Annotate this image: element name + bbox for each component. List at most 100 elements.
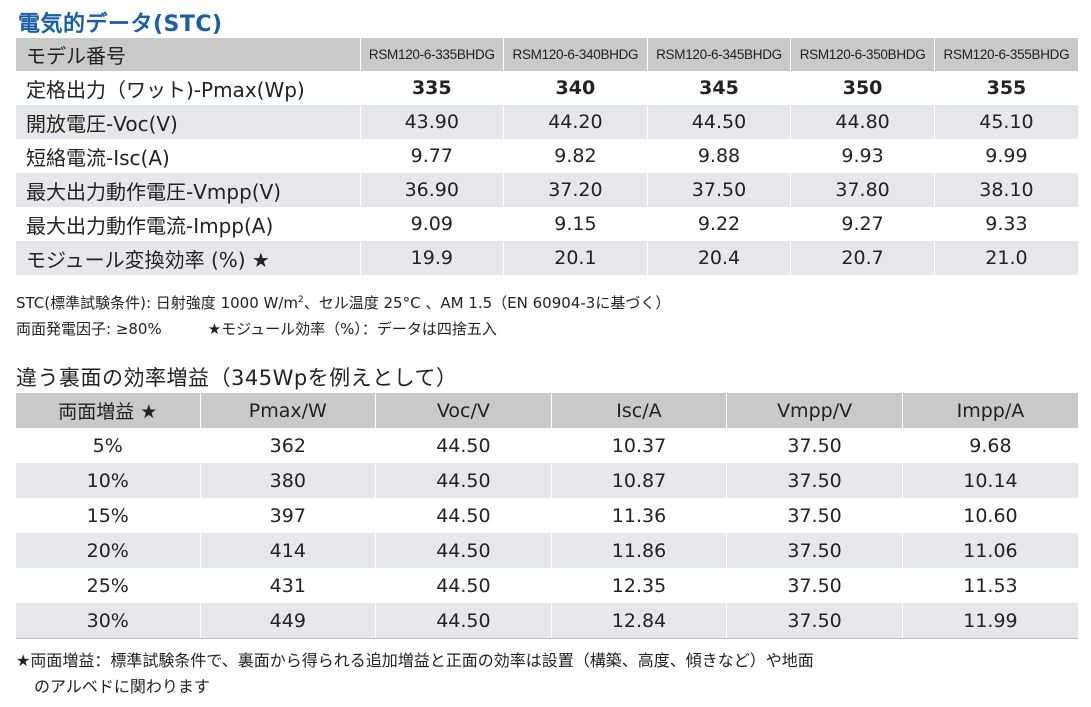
model-name: RSM120-6-350BHDG [790,38,935,71]
table-row: 15% 397 44.50 11.36 37.50 10.60 [16,498,1078,533]
table-cell: 397 [199,498,376,533]
gain-header-cell: Pmax/W [199,393,376,428]
spec-value: 37.80 [790,173,935,207]
model-name: RSM120-6-340BHDG [503,38,648,71]
table-cell: 10.87 [550,463,727,498]
spec-value: 45.10 [933,105,1078,139]
spec-row-label: 最大出力動作電流-Impp(A) [26,213,274,238]
spec-value: 335 [359,71,504,105]
table-cell: 10.60 [901,498,1078,533]
spec-value: 20.7 [790,241,935,275]
table-cell: 37.50 [726,568,903,603]
spec-row-efficiency: モジュール変換効率 (%) ★ 19.9 20.1 20.4 20.7 21.0 [16,241,1078,275]
bifaciality-text: 両面発電因子: ≥80% [16,320,162,338]
spec-value: 345 [646,71,791,105]
spec-row-vmpp: 最大出力動作電圧-Vmpp(V) 36.90 37.20 37.50 37.80… [16,173,1078,207]
model-name: RSM120-6-355BHDG [933,38,1078,71]
spec-table: モデル番号 RSM120-6-335BHDG RSM120-6-340BHDG … [16,38,1078,275]
table-cell: 414 [199,533,376,568]
spec-value: 38.10 [933,173,1078,207]
spec-value: 44.50 [646,105,791,139]
efficiency-note: ★モジュール効率（%）：データは四捨五入 [207,320,497,338]
table-cell: 11.53 [901,568,1078,603]
model-name: RSM120-6-335BHDG [359,38,504,71]
spec-value: 19.9 [359,241,504,275]
table-cell: 362 [199,428,376,463]
stc-note-text: STC(標準試験条件): 日射強度 1000 W/m [16,294,299,312]
table-cell: 37.50 [726,463,903,498]
spec-row-label: 最大出力動作電圧-Vmpp(V) [16,173,360,207]
table-cell: 30% [16,603,200,639]
spec-header-label: モデル番号 [16,38,360,71]
stc-note: STC(標準試験条件): 日射強度 1000 W/m2、セル温度 25°C 、A… [16,292,670,313]
gain-header-cell: Voc/V [375,393,552,428]
spec-value: 44.20 [503,105,648,139]
spec-row-impp: 最大出力動作電流-Impp(A) 9.09 9.15 9.22 9.27 9.3… [16,207,1078,241]
table-cell: 11.86 [550,533,727,568]
table-cell: 37.50 [726,533,903,568]
table-cell: 10% [16,463,200,498]
spec-row-pmax: 定格出力（ワット)-Pmax(Wp) 335 340 345 350 355 [16,71,1078,105]
gain-header-cell: 両面増益 ★ [16,393,200,428]
table-cell: 37.50 [726,428,903,463]
spec-value: 9.22 [646,207,791,241]
table-cell: 44.50 [375,533,552,568]
spec-row-label: モジュール変換効率 (%) ★ [16,241,360,275]
spec-value: 9.15 [503,207,648,241]
spec-row-label: 開放電圧-Voc(V) [16,105,360,139]
spec-value: 340 [503,71,648,105]
table-cell: 44.50 [375,498,552,533]
spec-row-label: 定格出力（ワット)-Pmax(Wp) [26,77,305,102]
spec-value: 20.4 [646,241,791,275]
table-cell: 10.37 [550,428,727,463]
spec-value: 350 [790,71,935,105]
spec-value: 9.93 [790,139,935,173]
table-cell: 380 [199,463,376,498]
spec-value: 9.33 [933,207,1078,241]
table-cell: 11.06 [901,533,1078,568]
table-cell: 12.35 [550,568,727,603]
gain-header-cell: Impp/A [901,393,1078,428]
table-cell: 10.14 [901,463,1078,498]
table-cell: 5% [92,434,123,457]
page-title: 電気的データ(STC) [18,12,223,37]
spec-header-row: モデル番号 RSM120-6-335BHDG RSM120-6-340BHDG … [16,38,1078,71]
gain-section-title: 違う裏面の効率増益（345Wpを例えとして） [16,366,458,390]
table-row: 30% 449 44.50 12.84 37.50 11.99 [16,603,1078,639]
table-cell: 37.50 [726,498,903,533]
table-cell: 449 [199,603,376,639]
spec-value: 9.82 [503,139,648,173]
spec-value: 355 [933,71,1078,105]
table-cell: 12.84 [550,603,727,639]
spec-value: 9.77 [359,139,504,173]
spec-value: 9.99 [933,139,1078,173]
table-cell: 11.99 [901,603,1078,639]
table-row: 10% 380 44.50 10.87 37.50 10.14 [16,463,1078,498]
spec-value: 37.50 [646,173,791,207]
spec-row-isc: 短絡電流-Isc(A) 9.77 9.82 9.88 9.93 9.99 [16,139,1078,173]
table-cell: 37.50 [726,603,903,639]
spec-value: 9.88 [646,139,791,173]
spec-value: 20.1 [503,241,648,275]
stc-note-superscript: 2 [298,295,304,305]
spec-row-label: 短絡電流-Isc(A) [26,145,170,170]
spec-value: 37.20 [503,173,648,207]
table-cell: 11.36 [550,498,727,533]
gain-table: 両面増益 ★ Pmax/W Voc/V Isc/A Vmpp/V Impp/A … [16,393,1078,639]
table-row: 25% 431 44.50 12.35 37.50 11.53 [16,568,1078,603]
table-cell: 44.50 [375,603,552,639]
table-row: 5% 362 44.50 10.37 37.50 9.68 [16,428,1078,463]
table-row: 20% 414 44.50 11.86 37.50 11.06 [16,533,1078,568]
gain-header-row: 両面増益 ★ Pmax/W Voc/V Isc/A Vmpp/V Impp/A [16,393,1078,428]
table-cell: 44.50 [375,568,552,603]
spec-value: 43.90 [359,105,504,139]
gain-header-cell: Vmpp/V [726,393,903,428]
table-cell: 15% [86,504,129,527]
spec-value: 9.09 [359,207,504,241]
spec-row-voc: 開放電圧-Voc(V) 43.90 44.20 44.50 44.80 45.1… [16,105,1078,139]
table-cell: 20% [16,533,200,568]
spec-value: 36.90 [359,173,504,207]
footnote: ★両面増益：標準試験条件で、裏面から得られる追加増益と正面の効率は設置（構築、高… [16,648,814,700]
footnote-line: のアルベドに関わります [34,677,210,696]
model-name: RSM120-6-345BHDG [646,38,791,71]
